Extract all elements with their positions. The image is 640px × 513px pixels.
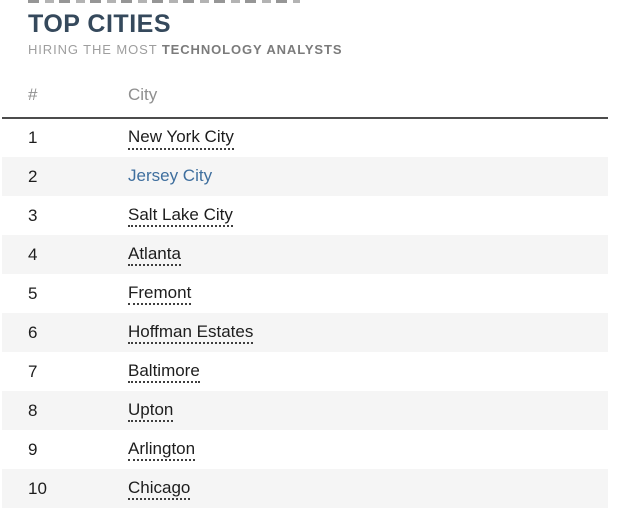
city-cell: Atlanta — [100, 235, 608, 274]
cropped-content-artifact — [28, 0, 300, 3]
rank-cell: 5 — [28, 283, 38, 303]
page-subtitle: HIRING THE MOST TECHNOLOGY ANALYSTS — [28, 42, 640, 58]
city-cell: Salt Lake City — [100, 196, 608, 235]
rank-cell: 7 — [28, 361, 38, 381]
top-cities-table: # City 1 New York City 2 Jersey City 3 S… — [2, 72, 608, 508]
column-header-city: City — [100, 72, 608, 119]
city-link[interactable]: Fremont — [128, 282, 192, 306]
city-link[interactable]: Jersey City — [128, 165, 213, 185]
rank-cell: 3 — [28, 205, 38, 225]
subtitle-emphasis: TECHNOLOGY ANALYSTS — [161, 41, 343, 57]
rank-cell: 8 — [28, 400, 38, 420]
table-row: 5 Fremont — [2, 274, 608, 313]
table-row: 3 Salt Lake City — [2, 196, 608, 235]
city-link[interactable]: Arlington — [128, 438, 196, 462]
table-row: 4 Atlanta — [2, 235, 608, 274]
table-row: 1 New York City — [2, 118, 608, 157]
rank-cell: 9 — [28, 439, 38, 459]
table-row: 2 Jersey City — [2, 157, 608, 196]
rank-cell: 6 — [28, 322, 38, 342]
city-cell: Fremont — [100, 274, 608, 313]
city-cell: Upton — [100, 391, 608, 430]
city-cell: Baltimore — [100, 352, 608, 391]
column-header-rank: # — [2, 72, 100, 119]
table-row: 7 Baltimore — [2, 352, 608, 391]
widget-header: TOP CITIES HIRING THE MOST TECHNOLOGY AN… — [0, 0, 640, 58]
rank-cell: 2 — [28, 166, 38, 186]
city-link[interactable]: Upton — [128, 399, 174, 423]
city-link[interactable]: Hoffman Estates — [128, 321, 254, 345]
city-cell: Jersey City — [100, 157, 608, 196]
subtitle-prefix: HIRING THE MOST — [28, 41, 162, 57]
table-row: 8 Upton — [2, 391, 608, 430]
city-link[interactable]: Baltimore — [128, 360, 200, 384]
city-link[interactable]: Atlanta — [128, 243, 181, 267]
city-link[interactable]: Salt Lake City — [128, 204, 233, 228]
table-row: 6 Hoffman Estates — [2, 313, 608, 352]
table-row: 10 Chicago — [2, 469, 608, 508]
table-body: 1 New York City 2 Jersey City 3 Salt Lak… — [2, 118, 608, 508]
page-title: TOP CITIES — [28, 10, 172, 38]
city-cell: Chicago — [100, 469, 608, 508]
table-header-row: # City — [2, 72, 608, 119]
rank-cell: 4 — [28, 244, 38, 264]
rank-cell: 10 — [28, 478, 47, 498]
table-row: 9 Arlington — [2, 430, 608, 469]
city-link[interactable]: Chicago — [128, 477, 191, 501]
city-link[interactable]: New York City — [128, 126, 234, 150]
city-cell: Hoffman Estates — [100, 313, 608, 352]
rank-cell: 1 — [28, 128, 38, 147]
city-cell: New York City — [100, 118, 608, 157]
city-cell: Arlington — [100, 430, 608, 469]
